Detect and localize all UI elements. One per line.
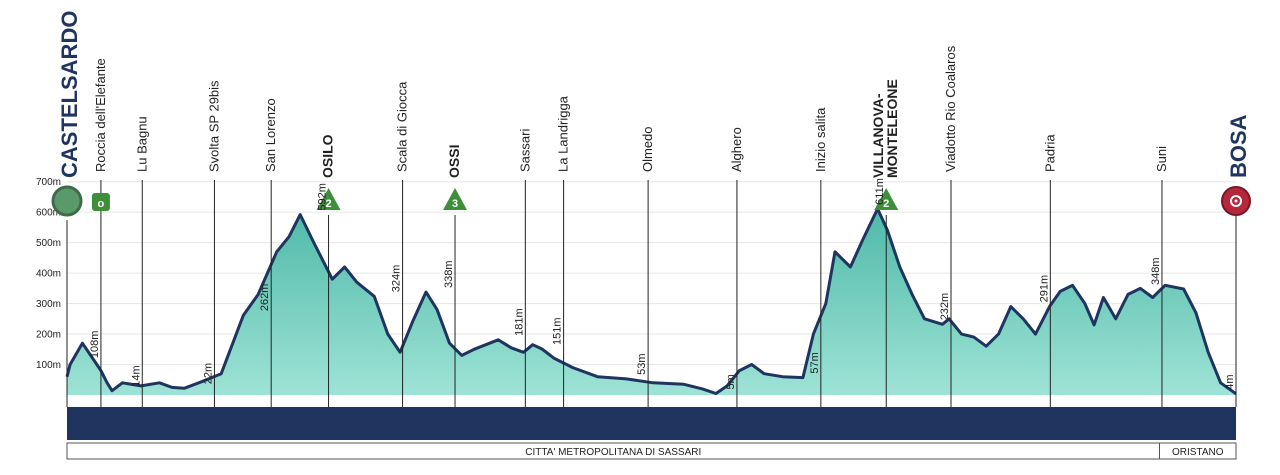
start-circle-icon: [51, 185, 83, 217]
gpm-triangle-icon: [316, 188, 341, 210]
region-cell: ORISTANO: [1159, 442, 1237, 460]
gpm-category-label: 2: [883, 198, 889, 210]
waypoint-name-label: MONTELEONE: [884, 79, 900, 178]
elevation-line: [65, 207, 1237, 396]
gpm-category-label: 3: [452, 198, 458, 210]
y-tick-label: 300m: [36, 299, 61, 310]
waypoint-elevation-label: 57m: [809, 352, 821, 373]
waypoint-name-label: Alghero: [729, 127, 744, 172]
waypoint-name-label: CASTELSARDO: [57, 11, 82, 178]
y-tick-label: 700m: [36, 177, 61, 188]
waypoint-name-label: OSILO: [320, 134, 336, 178]
waypoint-2: Lu Bagnu14m7,3: [130, 116, 151, 424]
finish-dot-icon: [1234, 199, 1238, 203]
waypoint-elevation-label: 14m: [130, 365, 142, 386]
km-band: [67, 407, 1236, 440]
waypoint-elevation-label: 348m: [1150, 257, 1162, 285]
km-band-layer: [67, 407, 1236, 440]
waypoint-name-label: Scala di Giocca: [395, 81, 410, 172]
waypoint-name-label: Roccia dell'Elefante: [93, 58, 108, 172]
waypoint-name-label: Lu Bagnu: [134, 116, 149, 172]
waypoint-elevation-label: 262m: [259, 284, 271, 312]
waypoint-elevation-label: 338m: [443, 260, 455, 288]
y-tick-label: 100m: [36, 360, 61, 371]
waypoint-name-label: Sassari: [517, 129, 532, 172]
waypoint-elevation-label: 181m: [513, 308, 525, 336]
km-zero-icon: [91, 193, 110, 211]
waypoint-name-label: Olmedo: [640, 126, 655, 172]
waypoint-name-label: VILLANOVA-: [870, 93, 886, 178]
waypoint-elevation-label: 5m: [725, 374, 737, 389]
region-cell: CITTA' METROPOLITANA DI SASSARI: [66, 442, 1161, 460]
gpm-triangle-icon: [443, 188, 468, 210]
waypoint-4: San Lorenzo262m28,6: [259, 98, 283, 424]
waypoint-name-label: San Lorenzo: [263, 98, 278, 172]
waypoint-name-label: Svolta SP 29bis: [206, 80, 221, 172]
region-name-label: CITTA' METROPOLITANA DI SASSARI: [525, 447, 701, 458]
waypoint-1: Roccia dell'Elefante o 108m: [89, 58, 110, 407]
y-tick-label: 200m: [36, 330, 61, 341]
waypoint-elevation-label: 151m: [552, 317, 564, 345]
waypoint-name-label: OSSI: [446, 145, 462, 178]
finish-ring-icon: [1230, 195, 1242, 207]
region-bar-layer: CITTA' METROPOLITANA DI SASSARI ORISTANO: [66, 442, 1237, 460]
region-box: [1159, 442, 1237, 460]
y-tick-label: 500m: [36, 238, 61, 249]
waypoint-name-label: Suni: [1154, 146, 1169, 172]
waypoint-elevation-label: 291m: [1038, 275, 1050, 303]
waypoint-elevation-label: 108m: [89, 331, 101, 359]
y-tick-label: 600m: [36, 208, 61, 219]
gpm-category-label: 2: [325, 198, 331, 210]
km-zero-glyph: o: [98, 198, 105, 210]
profile-area-layer: [65, 207, 1237, 396]
waypoint-elevation-label: 324m: [391, 265, 403, 293]
waypoint-elevation-label: 592m: [317, 183, 329, 211]
gpm-triangle-icon: [874, 188, 899, 210]
waypoint-elevation-label: 22m: [202, 363, 214, 384]
waypoint-elevation-label: 53m: [636, 353, 648, 374]
y-tick-label: 400m: [36, 269, 61, 280]
waypoint-name-label: BOSA: [1226, 114, 1251, 178]
waypoint-elevation-label: 4m: [1224, 374, 1236, 389]
waypoint-elevation-label: 611m: [874, 178, 886, 205]
waypoint-name-label: Padria: [1042, 134, 1057, 172]
waypoint-name-label: Viadotto Rio Coalaros: [943, 45, 958, 172]
elevation-area: [67, 208, 1236, 395]
waypoint-name-label: La Landrigga: [556, 95, 571, 172]
waypoint-elevation-label: 232m: [939, 293, 951, 321]
waypoint-7: OSSI3338m58,2: [443, 145, 467, 440]
waypoint-name-label: Inizio salita: [813, 107, 828, 172]
region-name-label: ORISTANO: [1172, 447, 1224, 458]
